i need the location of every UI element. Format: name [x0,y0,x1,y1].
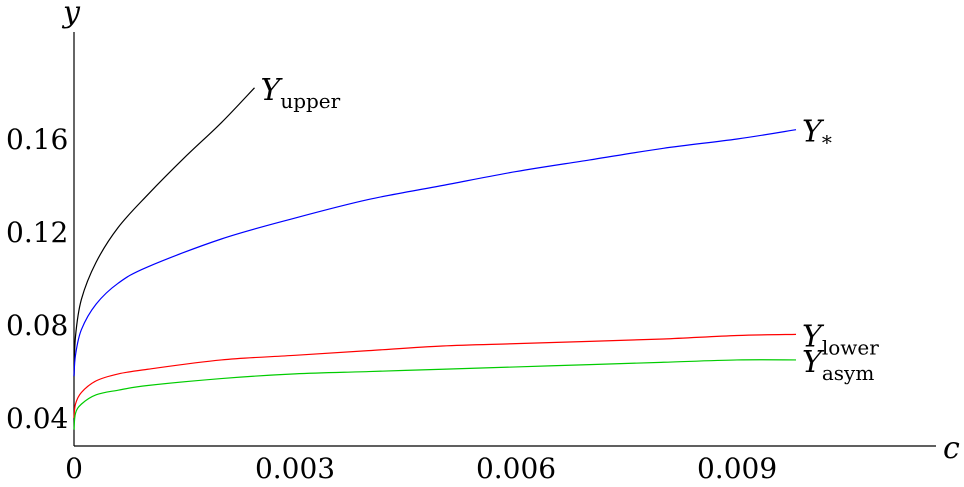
y-tick-label: 0.12 [6,216,68,249]
series-line-* [73,129,797,377]
x-tick-label: 0.003 [255,452,335,485]
series-label-upper: Yupper [261,73,341,113]
y-axis-label: y [61,0,81,30]
y-tick-label: 0.04 [6,402,68,435]
y-tick-label: 0.08 [6,309,68,342]
ticks: 0 0.003 0.006 0.009 0.04 0.08 0.12 0.16 [6,123,777,485]
series-label-*: Y* [802,115,832,155]
x-tick-label: 0.006 [476,452,556,485]
series [73,87,797,430]
series-line-lower [73,333,797,419]
x-axis-label: c [943,431,960,466]
y-tick-label: 0.16 [6,123,68,156]
axes: c y [61,0,960,466]
series-line-upper [73,87,255,377]
x-tick-label: 0.009 [697,452,777,485]
series-label-lower: Ylower [802,319,879,359]
series-line-asym [73,359,797,430]
series-label-asym: Yasym [802,345,874,385]
x-tick-label: 0 [65,452,83,485]
